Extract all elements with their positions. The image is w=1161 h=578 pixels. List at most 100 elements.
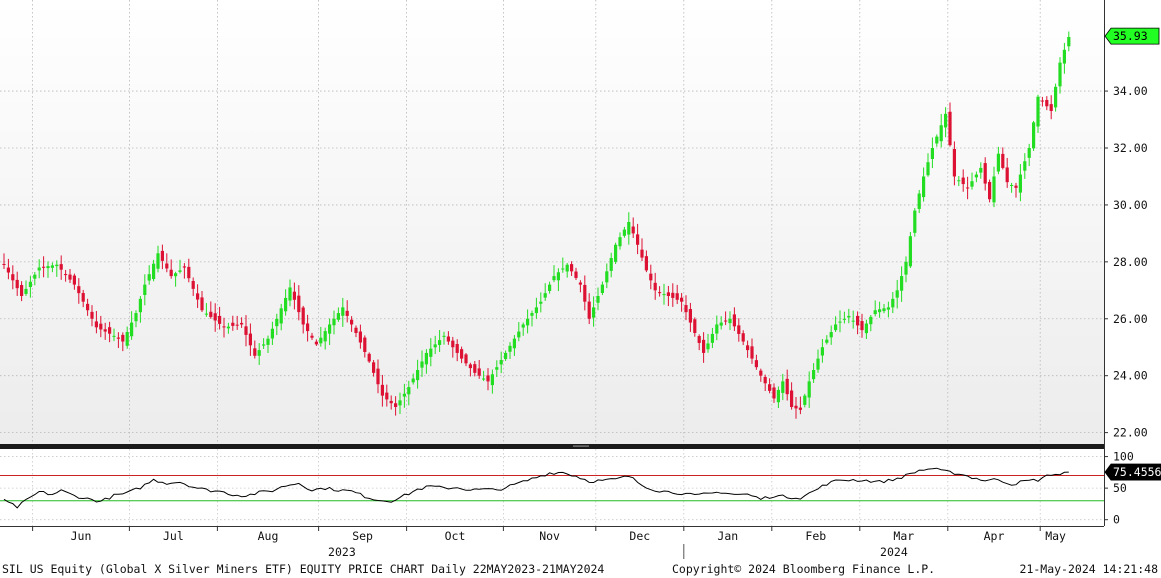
candle-body (240, 322, 244, 325)
candle-body (543, 293, 547, 298)
candle-body (671, 292, 675, 298)
candle-body (6, 267, 10, 273)
candle-body (1062, 49, 1066, 64)
candle-body (715, 324, 719, 334)
candle-body (389, 400, 393, 404)
candle-body (20, 285, 24, 296)
candle-body (983, 163, 987, 184)
candle-body (952, 148, 956, 177)
month-label: Aug (258, 529, 279, 543)
rsi-tick-label: 100 (1113, 450, 1134, 464)
price-tick-label: 28.00 (1113, 255, 1148, 269)
candle-body (429, 348, 433, 357)
candle-body (838, 321, 842, 323)
candle-body (1049, 104, 1053, 111)
candle-body (807, 381, 811, 398)
candle-body (253, 348, 257, 356)
copyright-text: Copyright© 2024 Bloomberg Finance L.P. (672, 562, 936, 576)
candle-body (455, 344, 459, 353)
candle-body (319, 337, 323, 344)
candle-body (244, 326, 248, 335)
candle-body (226, 326, 230, 329)
candle-body (754, 360, 758, 368)
candle-body (411, 378, 415, 383)
candle-body (81, 293, 85, 302)
candle-body (856, 315, 860, 326)
candle-body (552, 276, 556, 281)
candle-body (11, 274, 15, 281)
candle-body (1018, 174, 1022, 193)
candle-body (350, 319, 354, 325)
candle-body (526, 318, 530, 326)
candle-body (763, 376, 767, 384)
candle-body (996, 153, 1000, 172)
candle-body (627, 222, 631, 235)
candle-body (116, 337, 120, 339)
candle-body (974, 174, 978, 178)
candle-body (904, 261, 908, 275)
candle-body (358, 331, 362, 343)
candle-body (323, 331, 327, 342)
candle-body (310, 335, 314, 338)
candle-body (561, 268, 565, 270)
candle-body (402, 393, 406, 397)
candle-body (636, 234, 640, 245)
candle-body (609, 258, 613, 271)
candle-body (653, 282, 657, 291)
candle-body (72, 275, 76, 285)
candle-body (77, 286, 81, 294)
candle-body (895, 290, 899, 298)
candle-body (605, 271, 609, 283)
candle-body (812, 370, 816, 380)
candle-body (213, 313, 217, 321)
candle-body (935, 136, 939, 144)
candle-body (438, 340, 442, 345)
candle-body (354, 327, 358, 333)
month-label: Sep (352, 529, 373, 543)
candle-body (204, 313, 208, 315)
month-label: Jan (717, 529, 738, 543)
candle-body (944, 113, 948, 128)
candle-body (772, 387, 776, 399)
year-label: 2024 (880, 545, 908, 559)
candle-body (917, 193, 921, 209)
candle-body (420, 361, 424, 368)
month-label: Dec (629, 529, 650, 543)
candle-body (992, 176, 996, 203)
candle-body (1032, 122, 1036, 149)
rsi-panel-background (0, 449, 1104, 526)
candle-body (570, 264, 574, 272)
candle-body (288, 287, 292, 301)
month-label: Nov (539, 529, 560, 543)
chart-title: SIL US Equity (Global X Silver Miners ET… (2, 562, 605, 576)
candle-body (873, 310, 877, 315)
rsi-axis: 0 50 100 (1104, 450, 1134, 527)
candle-body (803, 395, 807, 405)
candle-body (68, 274, 72, 280)
candle-body (631, 226, 635, 234)
candle-body (451, 340, 455, 348)
rsi-indicator (0, 467, 1104, 509)
candle-body (530, 313, 534, 316)
year-label: 2023 (328, 545, 356, 559)
candle-body (900, 276, 904, 291)
candle-body (112, 335, 116, 337)
price-tick-label: 22.00 (1113, 426, 1148, 440)
candle-body (398, 400, 402, 406)
candle-body (517, 331, 521, 338)
month-label: Jun (71, 529, 92, 543)
candle-body (495, 367, 499, 370)
time-axis: Jun Jul Aug Sep Oct Nov Dec Jan Feb Mar Apr May 2023… (32, 526, 1066, 559)
candle-body (512, 338, 516, 349)
candle-body (592, 307, 596, 318)
candle-body (1001, 153, 1005, 168)
panel-separator[interactable] (0, 444, 1104, 449)
candle-body (191, 280, 195, 289)
candle-body (464, 354, 468, 364)
candle-body (248, 333, 252, 346)
candle-body (385, 392, 389, 400)
candle-body (693, 319, 697, 333)
candle-body (644, 256, 648, 271)
separator-grip[interactable] (573, 445, 589, 447)
last-price-label: 35.93 (1113, 29, 1148, 43)
